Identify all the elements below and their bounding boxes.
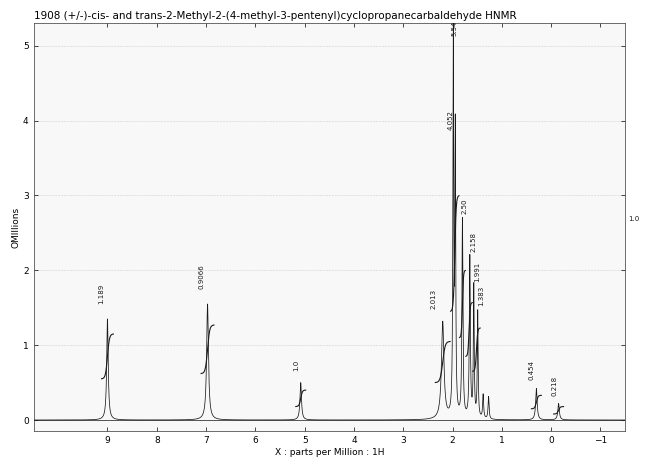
- Text: 1908 (+/-)-cis- and trans-2-Methyl-2-(4-methyl-3-pentenyl)cyclopropanecarbaldehy: 1908 (+/-)-cis- and trans-2-Methyl-2-(4-…: [34, 11, 516, 21]
- Text: 2.013: 2.013: [431, 289, 437, 309]
- Text: 2.50: 2.50: [462, 198, 468, 214]
- Text: 1.991: 1.991: [474, 261, 480, 282]
- Text: 0.9066: 0.9066: [199, 264, 205, 289]
- Text: 4.052: 4.052: [448, 110, 454, 130]
- Text: 0.454: 0.454: [528, 360, 534, 380]
- Text: 2.158: 2.158: [470, 232, 476, 252]
- Text: 1.383: 1.383: [478, 286, 484, 306]
- Text: 1.0: 1.0: [292, 360, 299, 372]
- Y-axis label: OMIIIions: OMIIIions: [11, 207, 20, 248]
- X-axis label: X : parts per Million : 1H: X : parts per Million : 1H: [274, 448, 384, 457]
- Text: 1.189: 1.189: [99, 284, 105, 304]
- Text: 1.0: 1.0: [628, 216, 640, 222]
- Text: 0.218: 0.218: [552, 376, 558, 396]
- Text: 5.54: 5.54: [452, 21, 458, 36]
